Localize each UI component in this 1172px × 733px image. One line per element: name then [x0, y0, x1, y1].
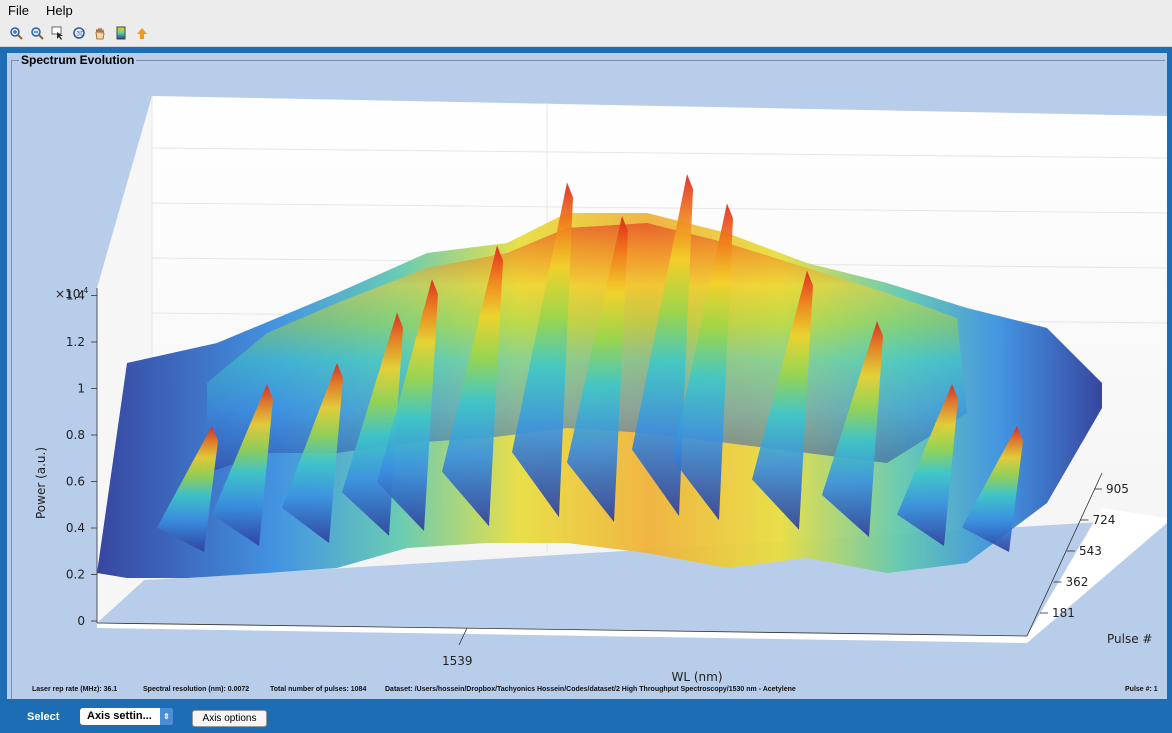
panel-frame — [11, 60, 1165, 699]
y-tick-label: 362 — [1066, 575, 1089, 589]
z-tick-label: 0.8 — [66, 428, 85, 442]
axes-floor — [97, 508, 1167, 643]
axis-settings-dropdown[interactable]: Axis settin... ⇕ — [80, 708, 173, 725]
figure-window: Spectrum Evolution — [0, 47, 1172, 733]
svg-text:3D: 3D — [76, 31, 85, 38]
ridge — [752, 270, 813, 530]
select-label: Select — [27, 711, 60, 723]
resolution-text: Spectral resolution (nm): 0.0072 — [143, 686, 250, 693]
chevron-updown-icon[interactable]: ⇕ — [160, 708, 173, 725]
pan-hand-icon[interactable] — [91, 24, 109, 42]
ridge — [282, 363, 343, 543]
pulse-number-text: Pulse #: 1 — [1125, 686, 1158, 693]
spectrum-panel: Spectrum Evolution — [7, 53, 1167, 699]
z-tick-label: 0.2 — [66, 568, 85, 582]
menu-file[interactable]: File — [8, 3, 29, 18]
ridge — [632, 174, 693, 516]
z-axis-label: Power (a.u.) — [34, 447, 48, 519]
z-tick-label: 1.2 — [66, 335, 85, 349]
ridge — [377, 279, 438, 531]
z-tick-label: 0 — [77, 614, 85, 628]
ridge — [567, 216, 628, 522]
y-axis-ticks: 181 362 543 724 905 — [1040, 482, 1129, 620]
x-axis-label: WL (nm) — [671, 670, 722, 684]
z-tick-label: 0.6 — [66, 475, 85, 489]
y-axis-label: Pulse # — [1107, 632, 1152, 646]
rep-rate-text: Laser rep rate (MHz): 36.1 — [32, 686, 118, 693]
axis-options-button[interactable]: Axis options — [192, 710, 267, 727]
y-tick-label: 724 — [1093, 513, 1116, 527]
zoom-in-icon[interactable] — [7, 24, 25, 42]
x-tick-mark — [458, 627, 468, 646]
dataset-text: Dataset: /Users/hossein/Dropbox/Tachyoni… — [385, 686, 796, 693]
rotate-3d-icon[interactable]: 3D — [70, 24, 88, 42]
ridge — [212, 384, 273, 546]
info-bar: Laser rep rate (MHz): 36.1 Spectral reso… — [7, 684, 1167, 698]
absorption-ridges — [157, 174, 1023, 552]
x-tick-label: 1539 — [442, 654, 473, 668]
ridge — [157, 426, 218, 552]
z-axis-ticks: 0 0.2 0.4 0.6 0.8 1 1.2 1.4 — [66, 289, 97, 628]
data-cursor-icon[interactable] — [49, 24, 67, 42]
arrow-up-icon[interactable] — [133, 24, 151, 42]
toolbar: 3D — [0, 20, 1172, 47]
panel-title: Spectrum Evolution — [19, 53, 137, 67]
ridge — [822, 321, 883, 537]
dropdown-value: Axis settin... — [87, 710, 152, 722]
y-tick-label: 543 — [1079, 544, 1102, 558]
control-bar: Select Axis settin... ⇕ Axis options — [0, 699, 1172, 733]
zoom-out-icon[interactable] — [28, 24, 46, 42]
total-pulses-text: Total number of pulses: 1084 — [270, 686, 367, 693]
colorbar-icon[interactable] — [112, 24, 130, 42]
surface-plot[interactable]: 0 0.2 0.4 0.6 0.8 1 1.2 1.4 ×10-4 181 362 543 724 9… — [7, 53, 1167, 685]
menu-help[interactable]: Help — [46, 3, 73, 18]
ridge — [512, 182, 573, 518]
ridge — [672, 203, 733, 521]
ridge — [442, 245, 503, 527]
x-axis-line — [96, 622, 1028, 637]
exponent-label: ×10-4 — [55, 286, 88, 301]
y-tick-label: 905 — [1106, 482, 1129, 496]
ridge — [897, 384, 958, 546]
menu-bar: File Help — [0, 0, 1172, 20]
z-tick-label: 1.4 — [66, 289, 85, 303]
y-axis-line — [1026, 472, 1103, 637]
z-tick-label: 0.4 — [66, 521, 85, 535]
ridge — [962, 426, 1023, 552]
y-tick-label: 181 — [1052, 606, 1075, 620]
z-tick-label: 1 — [77, 382, 85, 396]
